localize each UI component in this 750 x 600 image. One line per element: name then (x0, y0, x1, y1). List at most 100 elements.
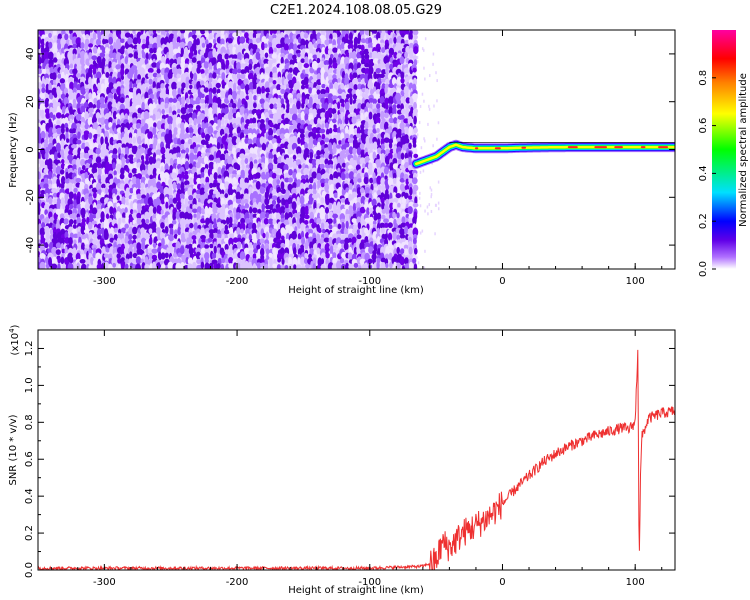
noise-blob (385, 262, 389, 269)
noise-blob (164, 102, 169, 110)
noise-blob (349, 97, 353, 105)
noise-blob (60, 127, 65, 134)
noise-blob (157, 143, 161, 152)
noise-blob (167, 261, 174, 269)
noise-blob (204, 107, 209, 116)
noise-blob (57, 41, 62, 51)
noise-blob (379, 73, 385, 79)
noise-blob (51, 263, 58, 269)
noise-blob (124, 243, 129, 249)
noise-blob (160, 37, 166, 46)
noise-blob (207, 237, 213, 243)
noise-blob (67, 262, 74, 269)
noise-blob (71, 144, 77, 149)
noise-blob (140, 227, 145, 234)
noise-blob (127, 37, 133, 45)
noise-blob (204, 133, 211, 142)
noise-blob (279, 133, 286, 140)
noise-blob (200, 30, 206, 35)
noise-blob (88, 132, 93, 140)
noise-blob (176, 201, 182, 210)
noise-blob (59, 133, 66, 142)
noise-blob (271, 199, 277, 206)
noise-blob (71, 228, 78, 234)
noise-blob (128, 226, 134, 236)
noise-blob (52, 176, 58, 186)
noise-blob (373, 141, 377, 151)
noise-blob (112, 139, 119, 146)
noise-blob (177, 108, 181, 114)
noise-blob (316, 57, 321, 64)
noise-blob (51, 256, 58, 266)
noise-blob (160, 198, 165, 205)
noise-blob (117, 221, 122, 231)
y-tick-label: 1.0 (24, 377, 35, 393)
noise-blob (100, 136, 104, 146)
noise-blob (320, 197, 325, 204)
noise-blob (280, 227, 286, 235)
x-tick-label: -200 (226, 276, 249, 287)
noise-blob (328, 224, 333, 230)
noise-blob (276, 97, 281, 105)
noise-blob (348, 108, 353, 113)
noise-blob (155, 149, 161, 156)
faint-speck (436, 137, 438, 141)
noise-blob (51, 246, 58, 255)
noise-blob (100, 117, 106, 126)
noise-blob (296, 196, 301, 206)
noise-blob (172, 197, 178, 204)
noise-blob (412, 237, 417, 245)
noise-blob (80, 30, 86, 35)
noise-blob (256, 30, 262, 35)
noise-blob (95, 252, 101, 261)
y-tick-label: 0 (25, 146, 36, 152)
colorbar-tick-label: 0.0 (698, 261, 709, 277)
noise-blob (152, 206, 157, 215)
noise-blob (128, 30, 134, 33)
noise-blob (141, 86, 146, 96)
noise-blob (292, 247, 297, 256)
noise-blob (73, 193, 78, 201)
x-tick-label: 0 (499, 577, 505, 588)
noise-blob (308, 87, 313, 94)
noise-blob (152, 126, 157, 136)
noise-blob (124, 192, 129, 199)
noise-blob (395, 193, 402, 199)
noise-blob (199, 112, 206, 120)
noise-blob (80, 249, 84, 256)
noise-blob (91, 220, 97, 225)
noise-blob (131, 167, 138, 174)
noise-blob (297, 137, 301, 145)
noise-blob (177, 138, 182, 146)
noise-blob (99, 52, 106, 58)
noise-blob (56, 51, 61, 60)
noise-blob (105, 247, 110, 253)
noise-blob (243, 128, 249, 135)
noise-blob (147, 168, 154, 177)
noise-blob (323, 137, 330, 143)
noise-blob (132, 234, 137, 240)
noise-blob (172, 211, 177, 221)
noise-blob (175, 210, 181, 220)
faint-speck (429, 186, 432, 190)
noise-blob (79, 258, 86, 264)
noise-blob (289, 97, 293, 104)
noise-blob (217, 174, 222, 180)
noise-blob (248, 63, 253, 71)
noise-blob (38, 178, 41, 186)
noise-blob (88, 76, 92, 86)
noise-blob (113, 170, 117, 176)
noise-blob (113, 227, 118, 233)
noise-blob (325, 54, 329, 59)
noise-blob (39, 93, 45, 99)
noise-blob (320, 76, 325, 85)
noise-blob (124, 97, 131, 106)
faint-speck (416, 133, 419, 137)
noise-blob (91, 166, 98, 174)
noise-blob (360, 123, 365, 130)
noise-blob (124, 207, 128, 214)
noise-blob (84, 79, 90, 85)
noise-blob (179, 122, 186, 130)
noise-blob (208, 42, 213, 49)
noise-blob (140, 182, 145, 189)
